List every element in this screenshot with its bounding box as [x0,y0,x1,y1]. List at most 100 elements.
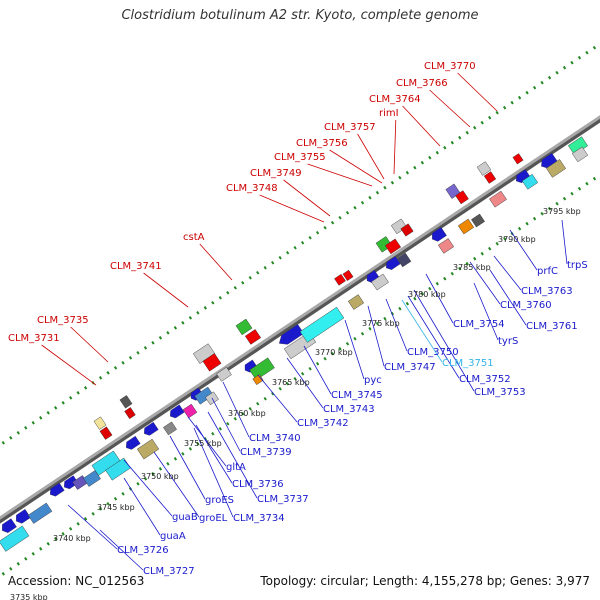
leader-line [169,435,206,500]
accession-text: Accession: NC_012563 [8,574,145,588]
gene-label-top[interactable]: CLM_3755 [274,152,326,163]
bottom-gene-feature [50,482,65,497]
gene-label-bottom[interactable]: guaB [172,512,198,523]
gene-label-top[interactable]: CLM_3735 [37,315,89,326]
gene-label-bottom[interactable]: CLM_3745 [331,390,383,401]
kbp-tick-label: 3745 kbp [97,503,135,512]
top-gene-feature [244,329,262,345]
gene-label-bottom[interactable]: CLM_3743 [323,404,375,415]
kbp-tick-label: 3750 kbp [141,472,179,481]
gene-label-bottom[interactable]: CLM_3761 [526,321,578,332]
leader-line [283,179,331,217]
top-gene-feature [375,236,393,253]
gene-label-bottom[interactable]: CLM_3740 [249,433,301,444]
backbone-line [0,115,600,520]
gene-label-bottom[interactable]: CLM_3760 [500,300,552,311]
leader-line [143,272,189,308]
gene-label-bottom[interactable]: CLM_3734 [233,513,285,524]
bottom-gene-feature [546,159,566,178]
leader-line [70,326,109,363]
gene-label-bottom[interactable]: prfC [537,266,558,277]
gene-label-bottom[interactable]: CLM_3736 [232,479,284,490]
leader-line [303,345,332,395]
gene-label-bottom[interactable]: groEL [199,513,228,524]
gene-label-bottom[interactable]: pyc [364,375,382,386]
leader-line [41,344,97,386]
gene-label-top[interactable]: CLM_3749 [250,168,302,179]
gene-label-bottom[interactable]: CLM_3751 [442,358,494,369]
bottom-gene-feature [489,190,507,208]
gene-label-bottom[interactable]: CLM_3763 [521,286,573,297]
leader-line [457,72,498,112]
gene-label-bottom[interactable]: CLM_3742 [297,418,349,429]
leader-line [123,477,161,536]
kbp-tick-label: 3775 kbp [362,319,400,328]
kbp-tick-label: 3755 kbp [184,439,222,448]
kbp-tick-label: 3735 kbp [10,593,48,600]
gene-label-bottom[interactable]: CLM_3727 [143,566,195,577]
page-title: Clostridium botulinum A2 str. Kyoto, com… [121,8,479,23]
leader-line [286,357,324,409]
gene-label-bottom[interactable]: CLM_3726 [117,545,169,556]
kbp-tick-label: 3790 kbp [498,235,536,244]
top-gene-feature [384,238,402,255]
bottom-gene-feature [170,404,185,419]
bottom-gene-feature [437,238,455,254]
gene-label-top[interactable]: CLM_3731 [8,333,60,344]
gene-label-bottom[interactable]: CLM_3737 [257,494,309,505]
label-leaders [41,72,568,571]
gene-label-bottom[interactable]: guaA [160,531,186,542]
top-gene-feature [124,407,136,420]
leader-line [429,89,471,128]
leader-line [473,282,499,341]
leader-line [123,459,173,517]
bottom-gene-feature [252,374,264,385]
gene-label-bottom[interactable]: CLM_3752 [459,374,511,385]
bottom-gene-feature [299,306,345,343]
topology-text: Topology: circular; Length: 4,155,278 bp… [260,574,590,588]
gene-label-bottom[interactable]: CLM_3754 [453,319,505,330]
kbp-scale: 3735 kbp 3740 kbp 3745 kbp 3750 kbp 3755 kbp… [10,207,581,600]
gene-label-top[interactable]: CLM_3748 [226,183,278,194]
gene-label-bottom[interactable]: gltA [226,462,246,473]
bottom-gene-feature [432,227,447,242]
bottom-gene-feature [541,152,558,169]
gene-label-bottom[interactable]: CLM_3753 [474,387,526,398]
bottom-gene-feature [386,256,401,270]
bottom-gene-feature [571,146,589,163]
bottom-gene-feature [347,294,365,310]
gene-label-bottom[interactable]: groES [205,495,234,506]
gene-label-bottom[interactable]: CLM_3747 [384,362,436,373]
top-gene-feature [342,269,354,281]
bottom-gene-feature [163,421,177,436]
gene-labels: CLM_3731 CLM_3735 CLM_3741 cstA CLM_3748 CLM_… [8,61,588,577]
top-gene-feature [202,353,222,372]
leader-line [561,219,568,265]
gene-label-bottom[interactable]: CLM_3750 [407,347,459,358]
bottom-gene-feature [521,174,539,190]
gene-label-top[interactable]: CLM_3741 [110,261,162,272]
backbone-shadow [0,115,600,524]
leader-line [367,305,385,367]
leader-line [402,105,441,147]
gene-label-top[interactable]: rimI [379,108,399,119]
gene-label-top[interactable]: CLM_3764 [369,94,421,105]
bottom-gene-feature [0,525,30,552]
gene-label-bottom[interactable]: tyrS [498,336,518,347]
leader-line [329,149,383,184]
kbp-tick-label: 3765 kbp [272,378,310,387]
gene-label-top[interactable]: CLM_3757 [324,122,376,133]
leader-line [385,298,408,352]
gene-label-top[interactable]: CLM_3766 [396,78,448,89]
gene-label-bottom[interactable]: trpS [567,260,588,271]
gene-label-top[interactable]: CLM_3756 [296,138,348,149]
kbp-tick-label: 3785 kbp [453,263,491,272]
gene-label-bottom[interactable]: CLM_3739 [240,447,292,458]
bottom-gene-feature [371,273,389,291]
gene-label-top[interactable]: CLM_3770 [424,61,476,72]
bottom-gene-feature [396,252,412,268]
gene-label-top[interactable]: cstA [183,232,205,243]
bottom-gene-feature [182,403,198,419]
bottom-gene-feature [136,438,160,460]
